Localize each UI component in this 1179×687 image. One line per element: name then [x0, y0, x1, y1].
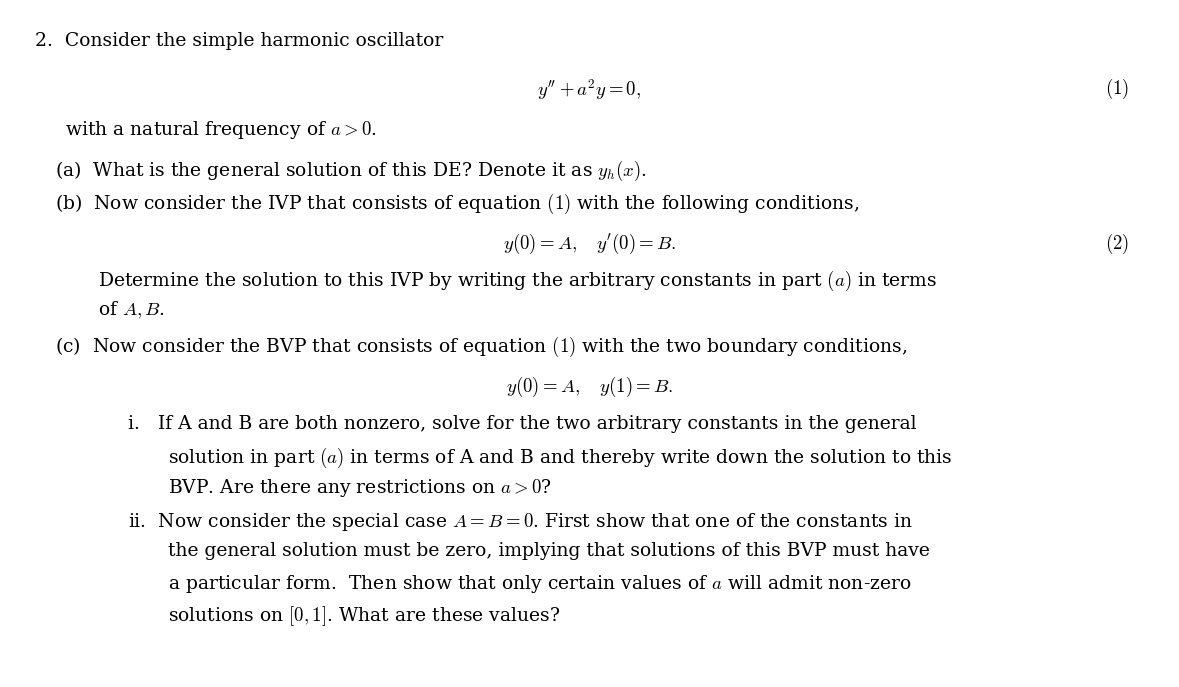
Text: $(1)$: $(1)$ [1105, 77, 1128, 101]
Text: a particular form.  Then show that only certain values of $a$ will admit non-zer: a particular form. Then show that only c… [167, 573, 911, 595]
Text: $y'' + a^2 y = 0,$: $y'' + a^2 y = 0,$ [538, 77, 641, 102]
Text: the general solution must be zero, implying that solutions of this BVP must have: the general solution must be zero, imply… [167, 542, 930, 560]
Text: Determine the solution to this IVP by writing the arbitrary constants in part $(: Determine the solution to this IVP by wr… [98, 269, 937, 293]
Text: (c)  Now consider the BVP that consists of equation $(1)$ with the two boundary : (c) Now consider the BVP that consists o… [55, 335, 908, 359]
Text: 2.  Consider the simple harmonic oscillator: 2. Consider the simple harmonic oscillat… [35, 32, 443, 50]
Text: $y(0) = A, \quad y'(0) = B.$: $y(0) = A, \quad y'(0) = B.$ [502, 232, 676, 256]
Text: i.   If A and B are both nonzero, solve for the two arbitrary constants in the g: i. If A and B are both nonzero, solve fo… [127, 415, 916, 433]
Text: (b)  Now consider the IVP that consists of equation $(1)$ with the following con: (b) Now consider the IVP that consists o… [55, 192, 859, 216]
Text: BVP. Are there any restrictions on $a > 0$?: BVP. Are there any restrictions on $a > … [167, 477, 552, 499]
Text: solution in part $(a)$ in terms of A and B and thereby write down the solution t: solution in part $(a)$ in terms of A and… [167, 446, 953, 470]
Text: (a)  What is the general solution of this DE? Denote it as $y_h(x)$.: (a) What is the general solution of this… [55, 159, 647, 183]
Text: $y(0) = A, \quad y(1) = B.$: $y(0) = A, \quad y(1) = B.$ [506, 375, 673, 399]
Text: solutions on $[0, 1]$. What are these values?: solutions on $[0, 1]$. What are these va… [167, 604, 560, 628]
Text: ii.  Now consider the special case $A = B = 0$. First show that one of the const: ii. Now consider the special case $A = B… [127, 511, 913, 533]
Text: with a natural frequency of $a > 0$.: with a natural frequency of $a > 0$. [65, 119, 376, 141]
Text: $(2)$: $(2)$ [1105, 232, 1128, 256]
Text: of $A, B$.: of $A, B$. [98, 300, 165, 321]
